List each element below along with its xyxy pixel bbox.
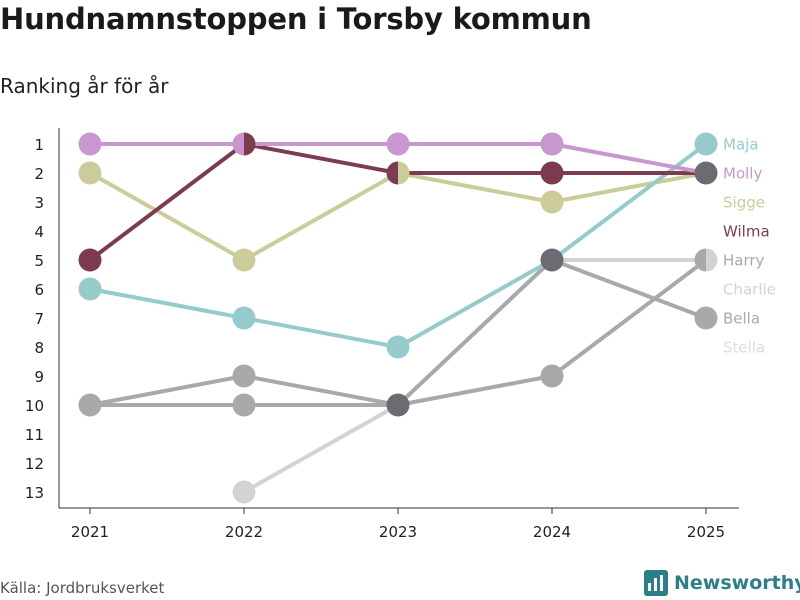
series-label-charlie: Charlie <box>723 281 776 299</box>
point-charlie-bella-harry-2023 <box>386 393 410 417</box>
source-note: Källa: Jordbruksverket <box>0 579 165 597</box>
y-tick-label: 10 <box>25 397 44 415</box>
half-circle-right <box>398 161 410 185</box>
y-tick-label: 13 <box>25 484 44 502</box>
point-harry-2022 <box>232 364 256 388</box>
series-line-wilma <box>88 142 708 262</box>
point-harry-2024 <box>540 364 564 388</box>
point-wilma-2021 <box>78 248 102 272</box>
x-tick-label: 2022 <box>225 523 263 541</box>
series-label-harry: Harry <box>723 252 765 270</box>
brand-name: Newsworthy <box>674 572 800 594</box>
point-maja-2023 <box>386 335 410 359</box>
x-tick-label: 2025 <box>687 523 725 541</box>
point-molly-2021 <box>78 132 102 156</box>
point-charlie-harry-2025 <box>694 248 718 272</box>
series-label-maja: Maja <box>723 136 759 154</box>
y-tick-label: 9 <box>34 368 44 386</box>
brand-logo: Newsworthy <box>644 570 800 596</box>
y-tick-label: 11 <box>25 426 44 444</box>
y-tick-label: 1 <box>34 136 44 154</box>
bar-chart-icon <box>644 570 668 596</box>
chart-title: Hundnamnstoppen i Torsby kommun <box>0 2 592 36</box>
series-label-molly: Molly <box>723 165 762 183</box>
y-tick-label: 3 <box>34 194 44 212</box>
series-label-bella: Bella <box>723 310 760 328</box>
series-line-charlie <box>242 258 708 494</box>
point-sigge-wilma-2023 <box>386 161 410 185</box>
point-maja-2025 <box>694 132 718 156</box>
half-circle-right <box>90 393 102 417</box>
x-tick-label: 2024 <box>533 523 571 541</box>
point-molly-2024 <box>540 132 564 156</box>
y-tick-label: 6 <box>34 281 44 299</box>
x-tick-label: 2023 <box>379 523 417 541</box>
point-maja-2022 <box>232 306 256 330</box>
series-line-sigge <box>88 171 708 262</box>
series-label-sigge: Sigge <box>723 194 765 212</box>
half-circle-left <box>232 132 244 156</box>
series-label-stella: Stella <box>723 339 765 357</box>
point-sigge-wilma-molly-2025 <box>694 161 718 185</box>
point-sigge-2024 <box>540 190 564 214</box>
series-labels: Maja Molly Sigge Wilma Harry Charlie Bella Stel… <box>723 136 776 357</box>
y-tick-label: 2 <box>34 165 44 183</box>
chart-subtitle: Ranking år för år <box>0 74 169 98</box>
series-line-bella <box>88 258 708 407</box>
y-tick-label: 5 <box>34 252 44 270</box>
series-points <box>78 132 718 504</box>
series-label-wilma: Wilma <box>723 223 770 241</box>
point-charlie-2022 <box>232 480 256 504</box>
half-circle-right <box>706 248 718 272</box>
half-circle-left <box>78 393 90 417</box>
point-bella-harry-2021 <box>78 393 102 417</box>
y-tick-label: 12 <box>25 455 44 473</box>
point-bella-2025 <box>694 306 718 330</box>
point-maja-2021 <box>78 277 102 301</box>
y-tick-label: 4 <box>34 223 44 241</box>
point-wilma-2024 <box>540 161 564 185</box>
point-bella-2022 <box>232 393 256 417</box>
point-charlie-bella-maja-2024 <box>540 248 564 272</box>
point-sigge-2021 <box>78 161 102 185</box>
half-circle-left <box>386 161 398 185</box>
y-tick-label: 7 <box>34 310 44 328</box>
half-circle-right <box>244 132 256 156</box>
series-lines <box>88 142 708 494</box>
y-tick-label: 8 <box>34 339 44 357</box>
half-circle-left <box>694 248 706 272</box>
point-sigge-2022 <box>232 248 256 272</box>
x-tick-label: 2021 <box>71 523 109 541</box>
point-wilma-molly-2022 <box>232 132 256 156</box>
point-molly-2023 <box>386 132 410 156</box>
